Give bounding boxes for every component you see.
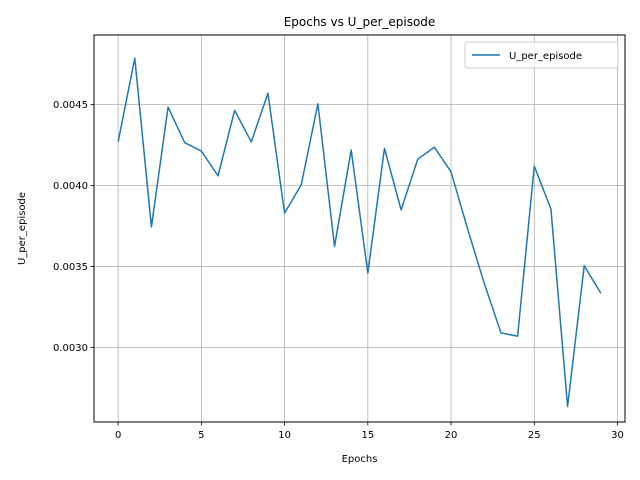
grid — [94, 35, 625, 422]
ticks: 0 5 10 15 20 25 30 0.0030 0.0035 0.0040 0.0045 — [53, 100, 624, 441]
chart-title: Epochs vs U_per_episode — [284, 15, 436, 29]
legend-entry-label: U_per_episode — [509, 51, 582, 62]
x-tick-label: 20 — [445, 430, 458, 441]
x-tick-label: 0 — [115, 430, 121, 441]
x-axis-label: Epochs — [342, 454, 378, 465]
series-layer — [117, 57, 602, 408]
y-tick-label: 0.0030 — [53, 343, 88, 354]
y-tick-label: 0.0040 — [53, 181, 88, 192]
legend-box — [464, 41, 619, 69]
y-axis-label: U_per_episode — [17, 192, 28, 265]
series-line-u-per-episode — [117, 57, 602, 408]
x-tick-label: 25 — [528, 430, 541, 441]
plot-frame — [93, 34, 626, 423]
x-tick-label: 5 — [198, 430, 204, 441]
y-tick-label: 0.0045 — [53, 100, 88, 111]
x-tick-label: 10 — [278, 430, 291, 441]
x-tick-label: 15 — [361, 430, 374, 441]
y-tick-label: 0.0035 — [53, 262, 88, 273]
legend: U_per_episode — [464, 41, 619, 69]
x-tick-label: 30 — [611, 430, 624, 441]
